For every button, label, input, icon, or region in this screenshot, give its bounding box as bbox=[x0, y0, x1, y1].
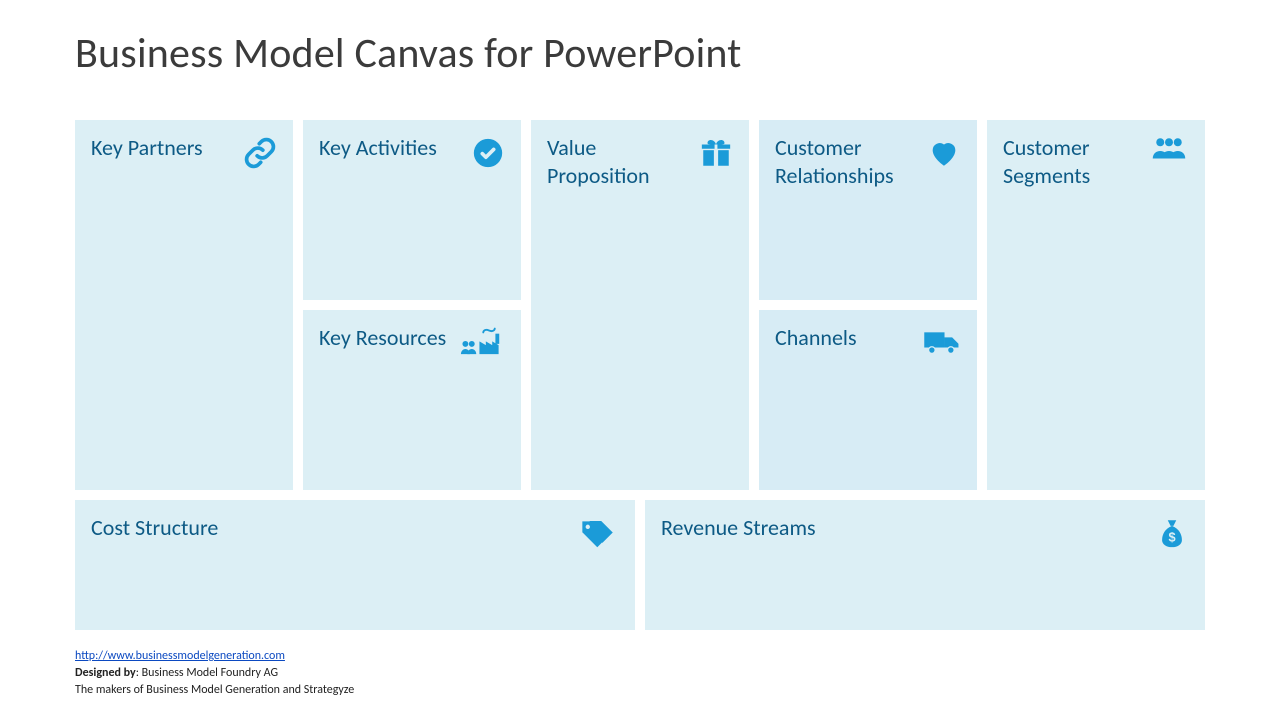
canvas-grid: Key Partners Key Activities bbox=[75, 120, 1205, 630]
tags-icon bbox=[581, 516, 619, 550]
cell-cost-structure: Cost Structure bbox=[75, 500, 635, 630]
cell-label: Revenue Streams bbox=[661, 514, 816, 542]
cell-label: Cost Structure bbox=[91, 514, 218, 542]
cell-key-partners: Key Partners bbox=[75, 120, 293, 490]
svg-text:$: $ bbox=[1168, 530, 1175, 545]
truck-icon bbox=[923, 326, 961, 360]
cell-header: Key Resources bbox=[319, 324, 505, 360]
cell-channels: Channels bbox=[759, 310, 977, 490]
cell-header: Value Proposition bbox=[547, 134, 733, 189]
footer-designed-by: Designed by: Business Model Foundry AG bbox=[75, 665, 354, 682]
cell-header: Key Partners bbox=[91, 134, 277, 170]
cell-key-activities: Key Activities bbox=[303, 120, 521, 300]
slide: Business Model Canvas for PowerPoint Key… bbox=[0, 0, 1280, 720]
cell-header: Cost Structure bbox=[91, 514, 619, 550]
cell-label: Customer Segments bbox=[1003, 134, 1143, 189]
check-circle-icon bbox=[471, 136, 505, 170]
cell-customer-relationships: Customer Relationships bbox=[759, 120, 977, 300]
heart-icon bbox=[927, 136, 961, 170]
cell-label: Key Partners bbox=[91, 134, 203, 162]
cell-revenue-streams: Revenue Streams $ bbox=[645, 500, 1205, 630]
footer: http://www.businessmodelgeneration.com D… bbox=[75, 648, 354, 698]
people-icon bbox=[1149, 136, 1189, 170]
gift-icon bbox=[699, 136, 733, 170]
factory-people-icon bbox=[459, 326, 505, 360]
cell-header: Channels bbox=[775, 324, 961, 360]
footer-link[interactable]: http://www.businessmodelgeneration.com bbox=[75, 649, 285, 663]
cell-value-proposition: Value Proposition bbox=[531, 120, 749, 490]
cell-header: Customer Segments bbox=[1003, 134, 1189, 189]
cell-label: Key Resources bbox=[319, 324, 446, 352]
footer-credit: The makers of Business Model Generation … bbox=[75, 682, 354, 699]
page-title: Business Model Canvas for PowerPoint bbox=[75, 28, 742, 79]
cell-label: Channels bbox=[775, 324, 857, 352]
cell-header: Revenue Streams $ bbox=[661, 514, 1189, 550]
cell-label: Key Activities bbox=[319, 134, 437, 162]
link-icon bbox=[243, 136, 277, 170]
designed-by-value: : Business Model Foundry AG bbox=[136, 666, 278, 680]
cell-header: Key Activities bbox=[319, 134, 505, 170]
cell-header: Customer Relationships bbox=[775, 134, 961, 189]
money-bag-icon: $ bbox=[1155, 516, 1189, 550]
cell-customer-segments: Customer Segments bbox=[987, 120, 1205, 490]
cell-label: Customer Relationships bbox=[775, 134, 921, 189]
designed-by-label: Designed by bbox=[75, 666, 136, 680]
cell-key-resources: Key Resources bbox=[303, 310, 521, 490]
cell-label: Value Proposition bbox=[547, 134, 693, 189]
